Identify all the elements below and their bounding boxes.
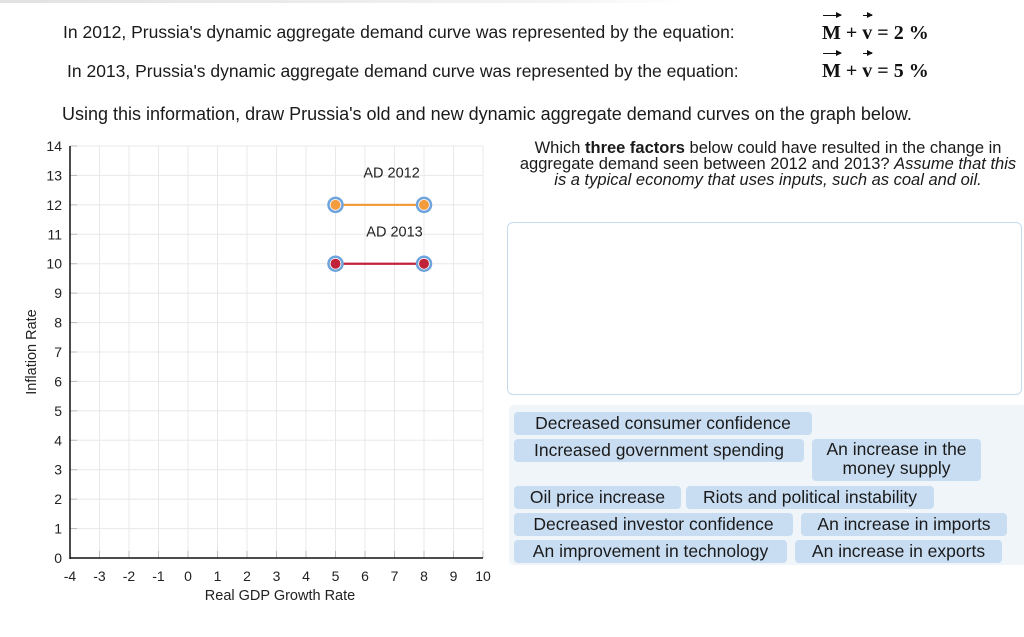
equals-value-2012: = 2 % [877, 22, 929, 44]
y-tick-label: 6 [54, 373, 62, 389]
choices-area: Decreased consumer confidence Increased … [509, 405, 1024, 565]
x-tick-label: 9 [450, 568, 458, 584]
answer-drop-zone[interactable] [507, 222, 1022, 395]
y-tick-label: 2 [54, 491, 62, 507]
y-tick-label: 4 [54, 432, 62, 448]
x-tick-label: 6 [361, 568, 369, 584]
equation-2013-text: In 2013, Prussia's dynamic aggregate dem… [67, 61, 739, 81]
choice-improvement-in-technology[interactable]: An improvement in technology [514, 540, 787, 563]
plus-sign: + [845, 60, 858, 82]
choice-riots-political-instability[interactable]: Riots and political instability [686, 486, 934, 509]
x-tick-label: -1 [152, 568, 165, 584]
question-bold: three factors [585, 139, 685, 157]
y-tick-label: 12 [46, 197, 62, 213]
choice-decreased-investor-confidence[interactable]: Decreased investor confidence [514, 513, 793, 536]
choice-increase-money-supply[interactable]: An increase in the money supply [812, 439, 981, 481]
question-text: Which three factors below could have res… [519, 139, 1017, 189]
vector-v-2012: v [862, 12, 874, 44]
ad-graph[interactable]: -4 -3 -2 -1 0 1 2 3 4 5 6 7 8 9 1001234567891011121314… [0, 130, 500, 610]
x-tick-label: 3 [273, 568, 281, 584]
y-tick-label: 10 [46, 256, 62, 272]
y-tick-label: 9 [54, 285, 62, 301]
y-tick-label: 8 [54, 315, 62, 331]
x-tick-label: 7 [391, 568, 399, 584]
y-tick-label: 5 [54, 403, 62, 419]
ad-2012-point[interactable] [419, 199, 429, 210]
question-italic: Assume that this is a typical economy th… [554, 155, 1017, 189]
ad-2013-point[interactable] [419, 258, 429, 269]
equals-value-2013: = 5 % [877, 60, 929, 82]
vector-m-2013: M [822, 50, 842, 82]
y-tick-label: 7 [54, 344, 62, 360]
y-tick-label: 0 [54, 550, 62, 566]
x-tick-label: 0 [184, 568, 192, 584]
y-tick-label: 14 [46, 138, 62, 154]
x-tick-label: -4 [64, 568, 77, 584]
x-axis-title: Real GDP Growth Rate [205, 588, 355, 604]
y-tick-label: 1 [54, 521, 62, 537]
x-tick-label: -3 [93, 568, 106, 584]
vector-v-2013: v [862, 50, 874, 82]
x-tick-label: -2 [123, 568, 136, 584]
choice-decreased-consumer-confidence[interactable]: Decreased consumer confidence [514, 412, 812, 435]
curve-label-ad-2013: AD 2013 [366, 224, 422, 240]
ad-2012-point[interactable] [330, 199, 341, 210]
vector-m-2012: M [822, 12, 842, 44]
x-tick-label: 5 [332, 568, 340, 584]
y-tick-label: 3 [54, 462, 62, 478]
top-border [0, 0, 690, 3]
curve-label-ad-2012: AD 2012 [363, 165, 419, 181]
choice-increase-in-exports[interactable]: An increase in exports [795, 540, 1002, 563]
instruction-text: Using this information, draw Prussia's o… [62, 104, 912, 124]
x-tick-label: 2 [243, 568, 251, 584]
x-tick-label: 1 [214, 568, 222, 584]
equation-2013: M + v = 5 % [822, 50, 929, 83]
y-tick-label: 13 [46, 167, 62, 183]
plus-sign: + [845, 22, 858, 44]
equation-2012: M + v = 2 % [822, 12, 929, 45]
y-axis-title: Inflation Rate [24, 309, 40, 394]
choice-oil-price-increase[interactable]: Oil price increase [514, 486, 681, 509]
x-tick-label: 8 [420, 568, 428, 584]
equation-2012-text: In 2012, Prussia's dynamic aggregate dem… [63, 22, 735, 42]
ad-2013-point[interactable] [330, 258, 341, 269]
choice-increased-government-spending[interactable]: Increased government spending [514, 439, 804, 462]
choice-increase-in-imports[interactable]: An increase in imports [801, 513, 1007, 536]
y-tick-label: 11 [47, 226, 62, 242]
x-tick-label: 10 [475, 568, 491, 584]
x-tick-label: 4 [302, 568, 310, 584]
